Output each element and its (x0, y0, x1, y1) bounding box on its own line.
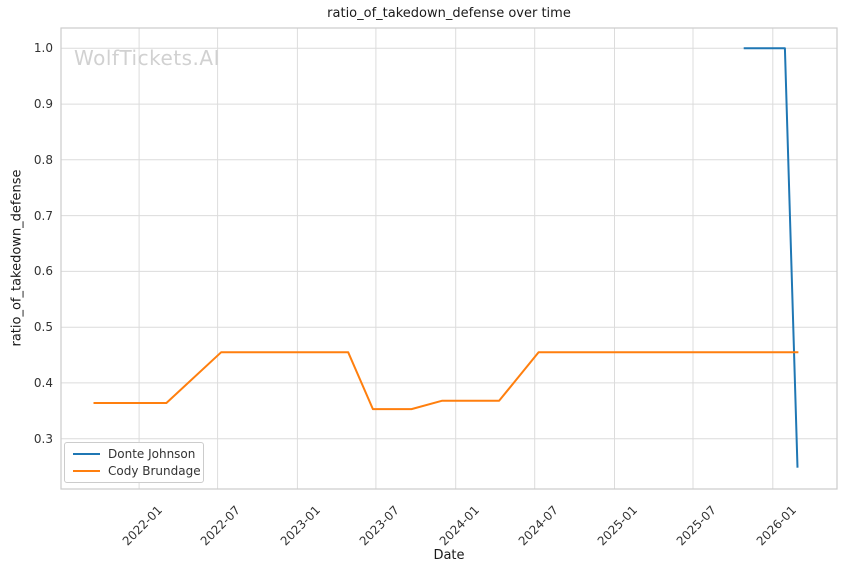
legend-label: Cody Brundage (108, 463, 201, 478)
legend-item-donte-johnson: Donte Johnson (65, 447, 203, 461)
legend: Donte Johnson Cody Brundage (64, 442, 204, 483)
plot-border (60, 27, 838, 490)
y-tick-label: 0.6 (33, 264, 53, 279)
series-line-donte-johnson (743, 47, 799, 468)
line-swatch-icon (73, 453, 100, 456)
y-tick-label: 0.7 (33, 208, 53, 223)
series-line-cody-brundage (93, 351, 799, 411)
chart-title: ratio_of_takedown_defense over time (327, 6, 571, 21)
watermark: WolfTickets.AI (74, 46, 220, 70)
y-tick-label: 1.0 (33, 41, 53, 56)
y-tick-label: 0.3 (33, 431, 53, 446)
y-tick-label: 0.8 (33, 152, 53, 167)
y-axis-label: ratio_of_takedown_defense (9, 169, 25, 347)
y-tick-label: 0.4 (33, 375, 53, 390)
y-tick-label: 0.5 (33, 320, 53, 335)
x-axis-label: Date (433, 548, 465, 563)
line-swatch-icon (73, 469, 100, 472)
y-tick-label: 0.9 (33, 97, 53, 112)
legend-label: Donte Johnson (108, 447, 196, 462)
legend-item-cody-brundage: Cody Brundage (65, 464, 203, 478)
